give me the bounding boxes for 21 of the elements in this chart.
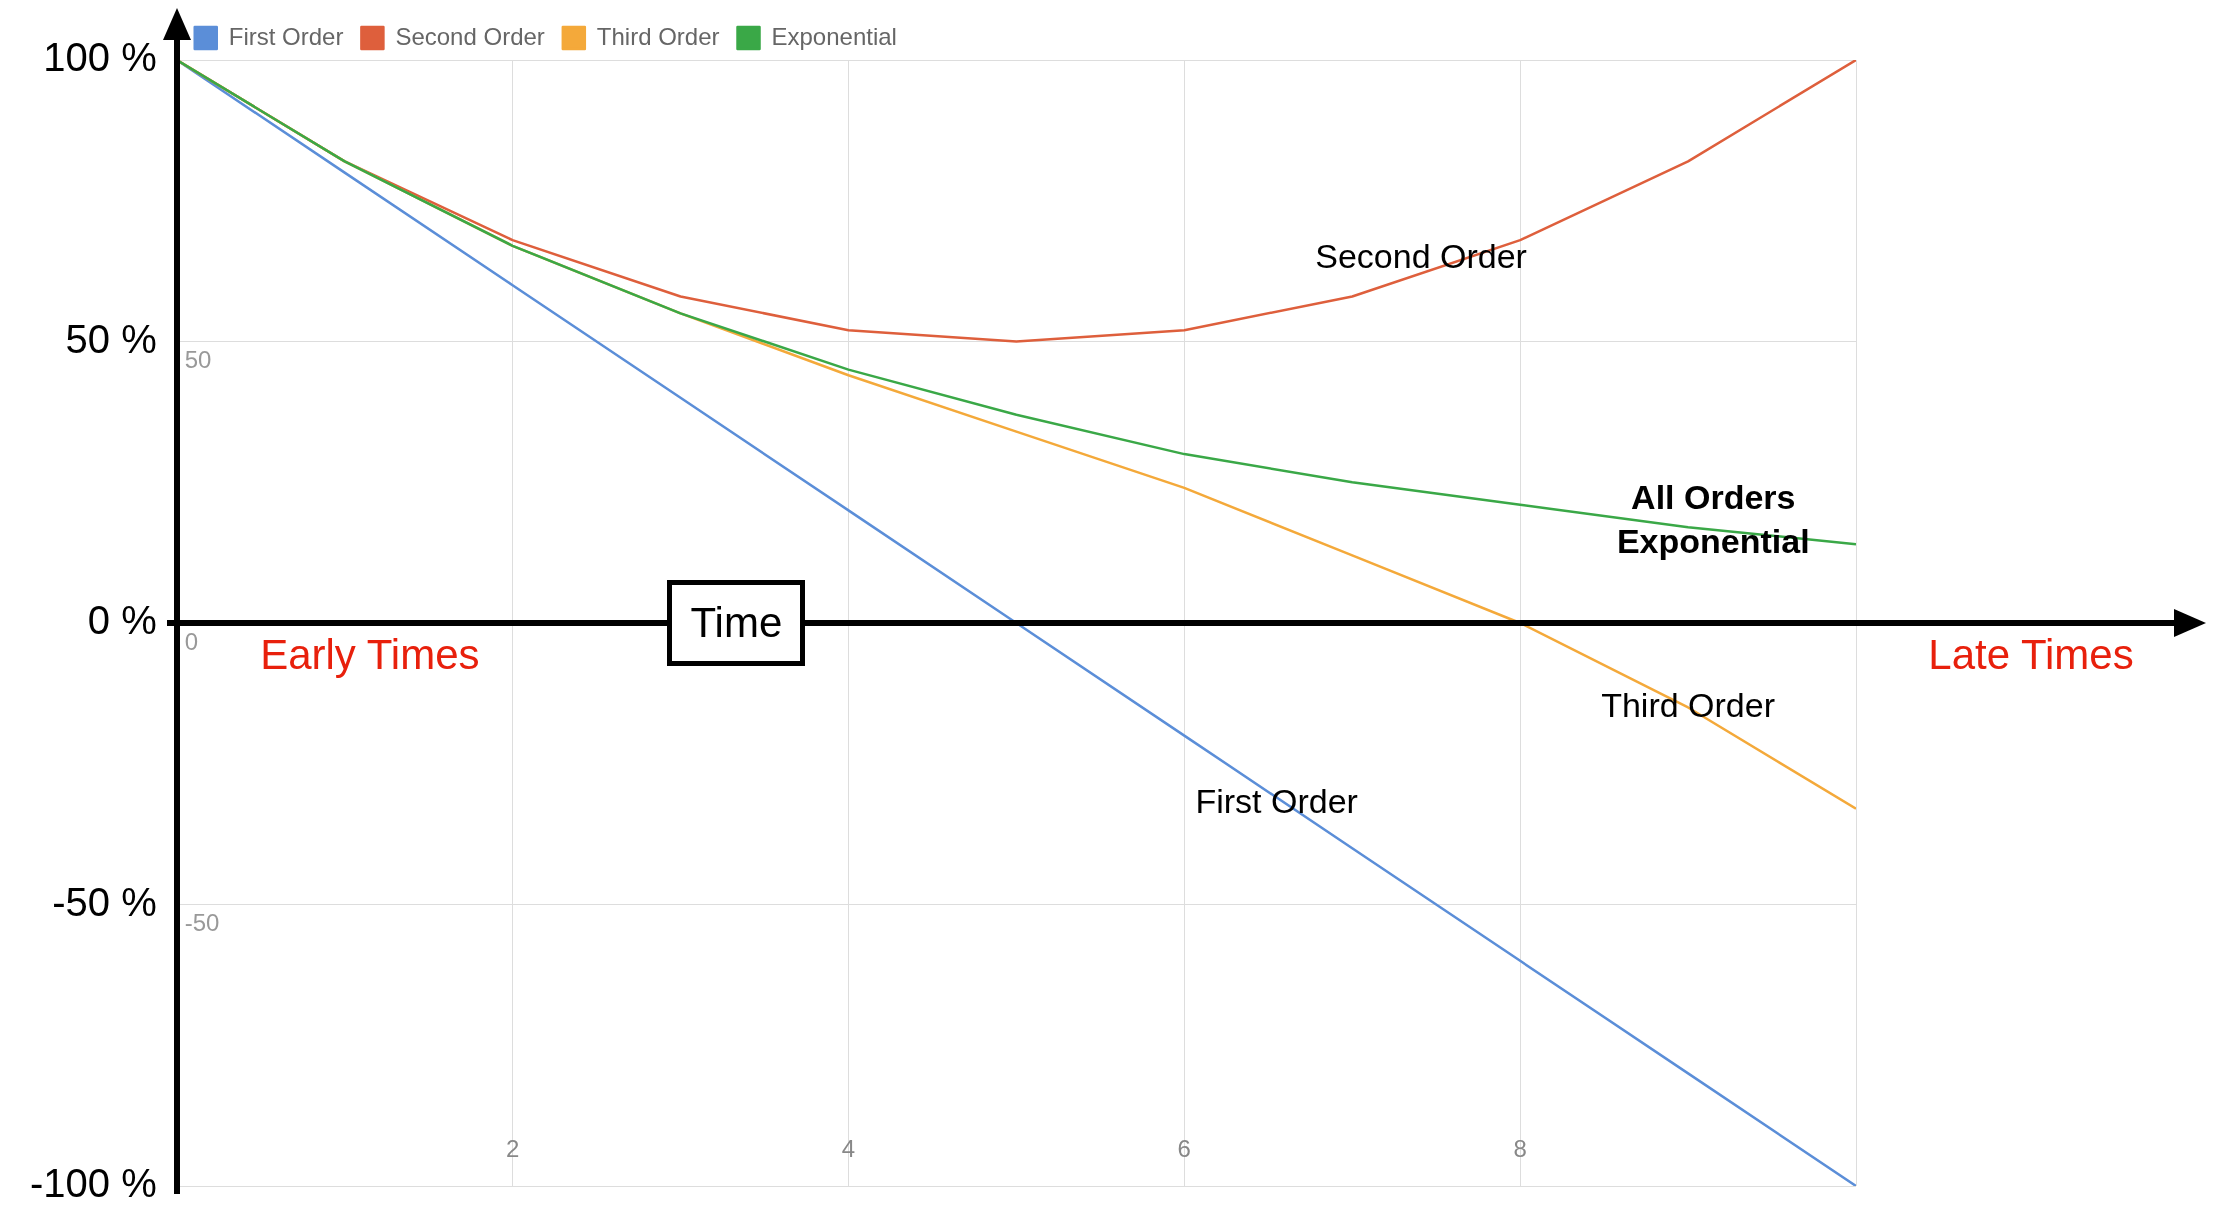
annotation: All Orders Exponential [1616,478,1810,561]
y-tick-label: 50 % [65,316,157,361]
text: Late Times [1928,630,2134,678]
y-tick-label: 0 % [87,598,157,643]
y-tick-label: 100 % [43,35,157,80]
x-tick-label: 8 [1513,1135,1527,1163]
x-tick-label: 6 [1177,1135,1191,1163]
legend-label: Third Order [596,22,720,50]
x-axis-title: Time [667,580,806,666]
y2-tick-label: 0 [184,627,199,655]
x-tick-label: 4 [841,1135,856,1163]
annotation: Third Order [1601,685,1775,724]
y2-tick-label: 50 [184,346,212,374]
legend-label: First Order [228,22,344,50]
y2-tick-label: -50 [184,909,220,937]
annotation: Early Times [260,630,480,678]
y-tick-label: -50 % [52,879,157,924]
legend-label: Exponential [771,22,897,50]
legend-label: Second Order [395,22,545,50]
x-tick-label: 2 [505,1135,520,1163]
y-tick-label: -100 % [29,1161,157,1206]
